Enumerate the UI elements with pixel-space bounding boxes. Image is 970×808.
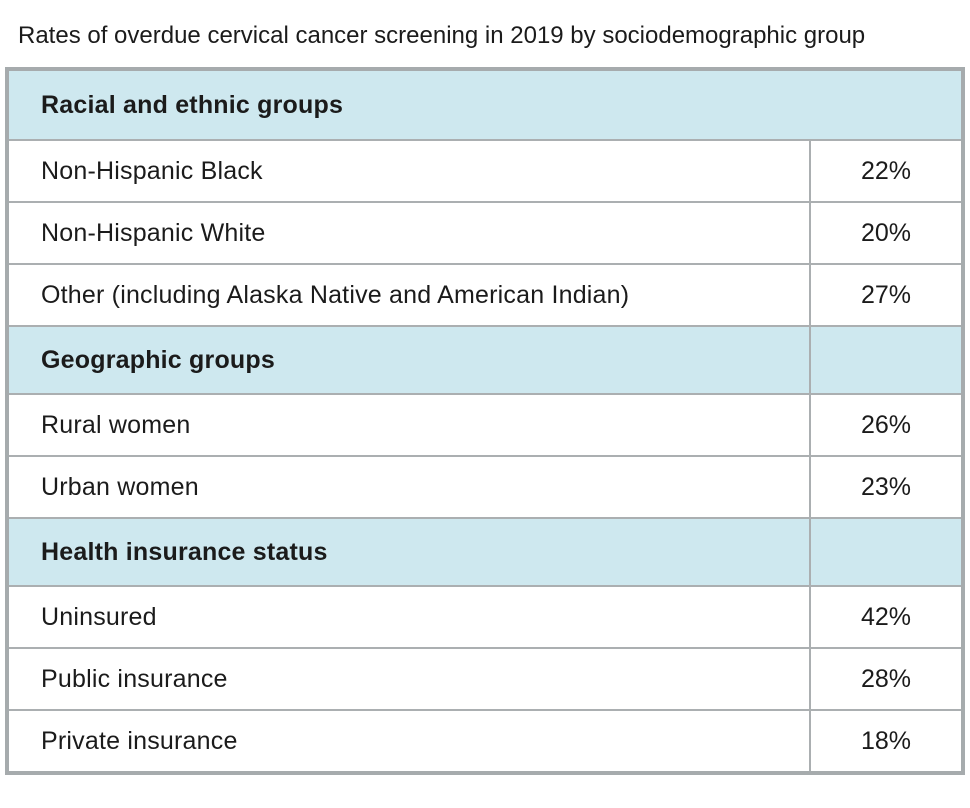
row-value: 20% xyxy=(809,203,961,263)
row-value: 22% xyxy=(809,141,961,201)
section-value-cell-empty xyxy=(809,519,961,585)
row-value: 27% xyxy=(809,265,961,325)
row-value: 28% xyxy=(809,649,961,709)
row-value: 26% xyxy=(809,395,961,455)
table-row-uninsured: Uninsured 42% xyxy=(9,585,961,647)
section-row-racial-ethnic: Racial and ethnic groups xyxy=(9,71,961,139)
row-label: Rural women xyxy=(41,410,191,439)
row-label: Non-Hispanic Black xyxy=(41,156,263,185)
table-row-public-insurance: Public insurance 28% xyxy=(9,647,961,709)
row-value: 42% xyxy=(809,587,961,647)
row-label: Urban women xyxy=(41,472,199,501)
section-label-racial-ethnic: Racial and ethnic groups xyxy=(41,90,344,119)
table-row-urban-women: Urban women 23% xyxy=(9,455,961,517)
table-row-private-insurance: Private insurance 18% xyxy=(9,709,961,771)
row-value: 23% xyxy=(809,457,961,517)
table-row-other-race: Other (including Alaska Native and Ameri… xyxy=(9,263,961,325)
page-title: Rates of overdue cervical cancer screeni… xyxy=(18,22,866,49)
row-label: Private insurance xyxy=(41,726,238,755)
section-value-cell-empty xyxy=(809,327,961,393)
table-row-rural-women: Rural women 26% xyxy=(9,393,961,455)
section-row-geographic: Geographic groups xyxy=(9,325,961,393)
row-value: 18% xyxy=(809,711,961,771)
section-label-insurance: Health insurance status xyxy=(41,537,328,566)
row-label: Non-Hispanic White xyxy=(41,218,266,247)
section-label-geographic: Geographic groups xyxy=(41,345,275,374)
screening-rates-table: Racial and ethnic groups Non-Hispanic Bl… xyxy=(5,67,965,775)
table-row-non-hispanic-black: Non-Hispanic Black 22% xyxy=(9,139,961,201)
row-label: Uninsured xyxy=(41,602,157,631)
row-label: Other (including Alaska Native and Ameri… xyxy=(41,280,630,309)
row-label: Public insurance xyxy=(41,664,228,693)
section-row-insurance: Health insurance status xyxy=(9,517,961,585)
table-row-non-hispanic-white: Non-Hispanic White 20% xyxy=(9,201,961,263)
